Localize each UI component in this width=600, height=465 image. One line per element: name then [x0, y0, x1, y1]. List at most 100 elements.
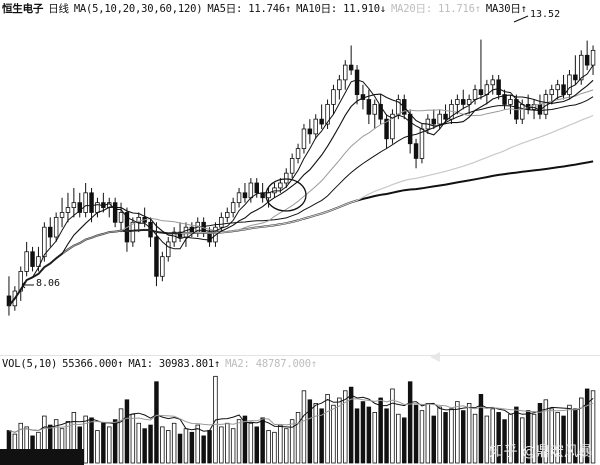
volume-bar	[431, 415, 436, 464]
volume-bar	[455, 401, 460, 464]
candle	[584, 40, 590, 71]
volume-bar	[531, 413, 537, 464]
candle	[502, 89, 507, 110]
volume-bar	[130, 413, 136, 464]
volume-ma2-readout: MA2: 48787.000↑	[225, 358, 317, 370]
volume-bar	[402, 417, 407, 464]
candle	[301, 124, 307, 154]
candle	[30, 246, 35, 272]
candle	[478, 39, 484, 100]
high-price-label: 13.52	[530, 9, 561, 20]
volume-bar	[101, 422, 106, 464]
volume-bar	[366, 406, 372, 464]
candle	[466, 94, 472, 115]
volume-bar	[266, 430, 271, 464]
volume-bar	[567, 404, 572, 464]
candle	[236, 187, 242, 208]
volume-bar	[537, 403, 543, 464]
volume-bar	[112, 419, 118, 464]
volume-bar	[207, 430, 212, 464]
volume-bar	[354, 408, 360, 464]
volume-bar	[437, 406, 442, 464]
volume-bar	[343, 390, 348, 464]
volume-readout: 55366.000↑	[62, 358, 124, 370]
candle	[6, 276, 12, 316]
candles-group	[6, 39, 596, 316]
volume-bar	[107, 426, 112, 464]
volume-bar	[396, 413, 401, 464]
candle	[508, 94, 513, 115]
ma20-readout: MA20日: 11.716↑	[391, 3, 481, 15]
volume-bar	[478, 393, 484, 464]
candle	[531, 99, 537, 120]
candle	[354, 65, 360, 105]
candle	[124, 207, 130, 252]
candle	[48, 217, 53, 247]
volume-bar	[378, 397, 383, 464]
candle	[325, 99, 330, 129]
period-label: 日线	[48, 3, 69, 15]
candle	[289, 153, 295, 179]
volume-bar	[337, 397, 342, 464]
ma10-readout: MA10日: 11.910↓	[296, 3, 387, 15]
candle	[130, 217, 136, 247]
volume-bar	[496, 412, 501, 464]
volume-bar	[289, 419, 295, 464]
candle	[242, 183, 248, 203]
candle	[160, 251, 165, 282]
volume-bar	[171, 422, 177, 464]
candle	[272, 183, 277, 198]
volume-bar	[549, 408, 554, 464]
volume-bar	[390, 388, 395, 464]
candle	[77, 192, 82, 218]
volume-bar	[301, 390, 307, 464]
volume-bar	[272, 431, 277, 464]
volume-header: VOL(5,10) 55366.000↑ MA1: 30983.801↑ MA2: 4…	[2, 358, 322, 370]
candle	[284, 168, 289, 188]
candle	[455, 94, 460, 115]
volume-title: VOL(5,10)	[2, 358, 58, 370]
volume-bar	[160, 426, 165, 464]
volume-bar	[307, 399, 313, 464]
candle	[154, 222, 159, 287]
candle	[307, 119, 313, 144]
volume-bar	[189, 431, 195, 464]
volume-bar	[142, 428, 147, 464]
volume-bar	[413, 404, 419, 464]
volume-bar	[260, 417, 265, 464]
watermark: 知乎 @鼎宏风暴	[489, 444, 592, 460]
candle	[590, 45, 596, 75]
stock-name: 恒生电子	[2, 3, 44, 15]
ma20-line	[8, 89, 594, 307]
volume-bar	[278, 424, 283, 464]
candle	[225, 207, 230, 223]
volume-bar	[449, 408, 454, 464]
volume-ma1-readout: MA1: 30983.801↑	[128, 358, 221, 370]
volume-bar	[331, 404, 336, 464]
candle	[18, 266, 23, 301]
candle	[496, 74, 501, 100]
volume-bar	[348, 386, 354, 464]
volume-bar	[573, 408, 578, 464]
volume-bar	[124, 399, 130, 464]
candle	[53, 212, 59, 242]
candle	[390, 109, 395, 144]
volume-bar	[360, 401, 366, 464]
candle	[490, 74, 495, 95]
candle	[83, 183, 88, 218]
candle	[148, 217, 153, 247]
volume-bar	[201, 435, 206, 464]
volume-bar	[472, 413, 478, 464]
candle	[348, 45, 354, 75]
candle	[567, 70, 572, 100]
volume-bar	[443, 412, 448, 464]
high-price-arrow-icon	[513, 15, 529, 23]
volume-bar	[254, 426, 259, 464]
candle	[573, 55, 578, 85]
candle	[378, 94, 383, 125]
candle	[537, 94, 543, 120]
volume-bar	[95, 430, 100, 464]
volume-bar	[372, 412, 377, 464]
volume-bar	[136, 422, 141, 464]
ma30-readout: MA30日↑	[485, 3, 527, 15]
